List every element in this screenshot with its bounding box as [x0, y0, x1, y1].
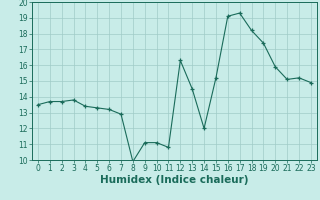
- X-axis label: Humidex (Indice chaleur): Humidex (Indice chaleur): [100, 175, 249, 185]
